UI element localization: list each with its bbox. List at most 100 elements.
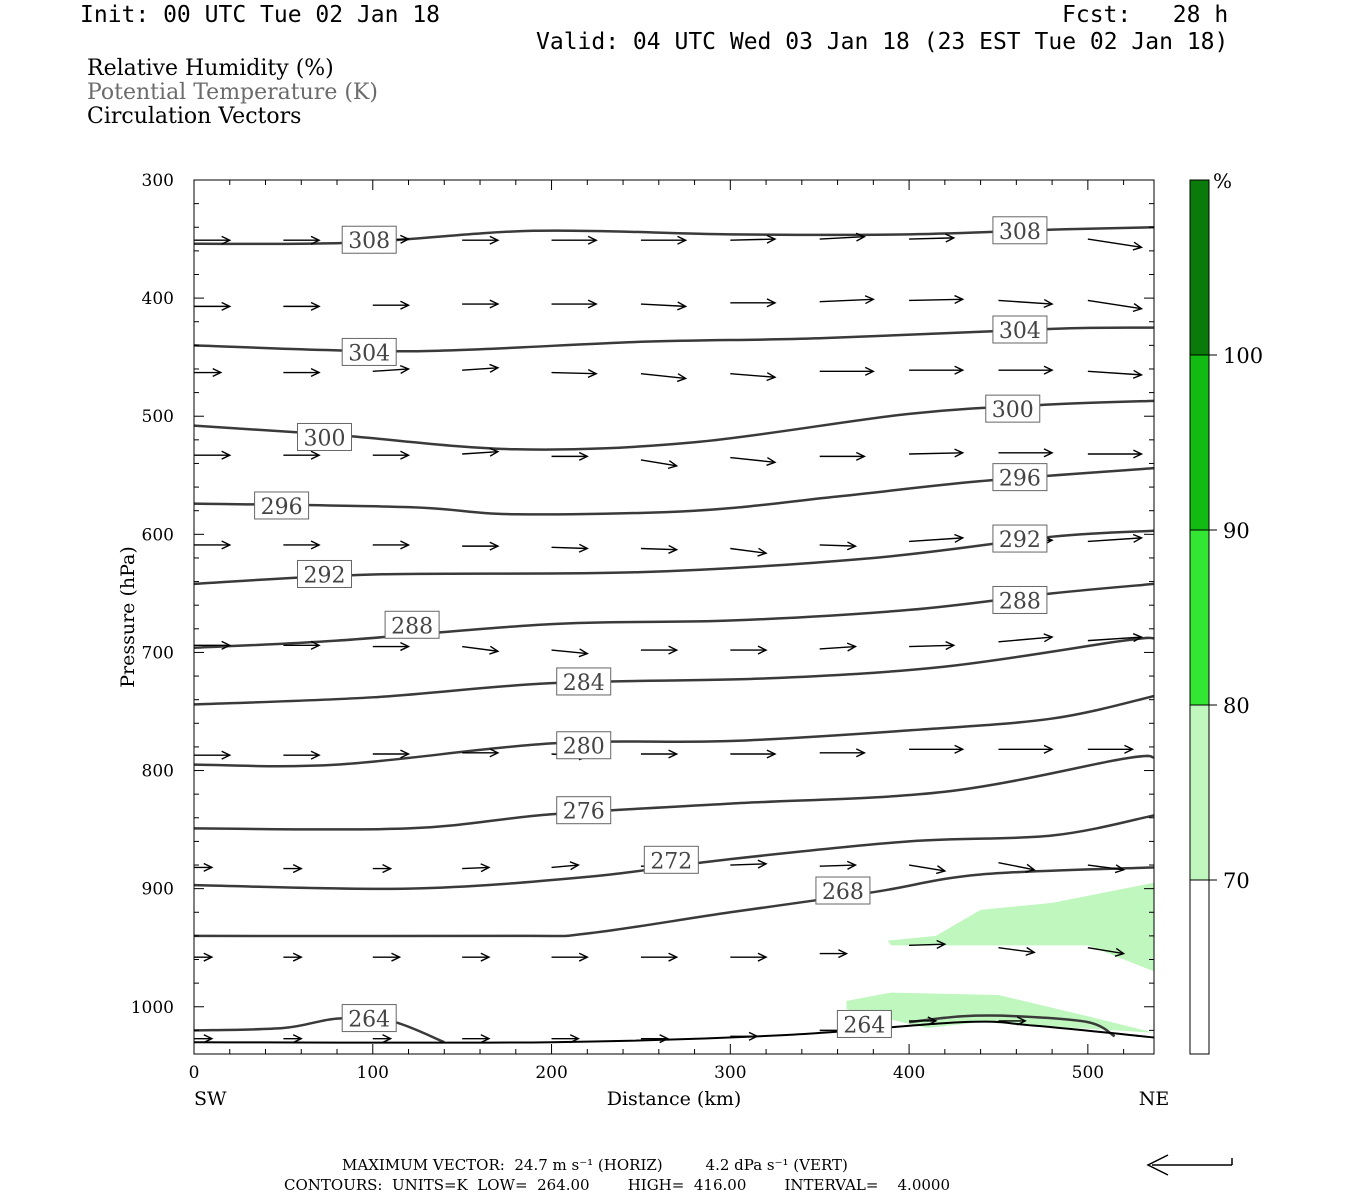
contour-label-box <box>556 667 612 696</box>
vector-shaft <box>1087 947 1124 955</box>
init-time: Init: 00 UTC Tue 02 Jan 18 <box>80 2 441 28</box>
circulation-vector <box>909 448 965 458</box>
vector-head <box>766 456 777 466</box>
contour-label: 284 <box>556 667 612 696</box>
circulation-vector <box>372 952 402 962</box>
vector-head <box>1043 633 1054 643</box>
vector-head <box>766 298 777 308</box>
y-tick-label: 700 <box>142 643 174 663</box>
vector-head <box>936 865 947 875</box>
circulation-vector <box>909 365 965 375</box>
vector-shaft <box>462 367 498 371</box>
circulation-vector <box>462 447 500 457</box>
circulation-vector <box>551 451 589 461</box>
vector-head <box>587 368 598 379</box>
contour-label: 292 <box>992 524 1048 553</box>
vector-shaft <box>819 645 856 650</box>
contour-label-box <box>992 216 1048 245</box>
circulation-vector <box>730 298 777 308</box>
circulation-vector <box>909 533 965 543</box>
vector-head <box>221 450 232 460</box>
vector-head <box>310 301 321 311</box>
circulation-vector <box>283 640 321 650</box>
vector-shaft <box>909 644 954 648</box>
vector-shaft <box>1087 636 1142 642</box>
contour-label-text: 300 <box>992 398 1034 423</box>
vector-head <box>954 294 965 305</box>
vector-head <box>954 744 965 754</box>
vector-head <box>1132 241 1144 251</box>
circulation-vector <box>1087 633 1144 643</box>
circulation-vector <box>998 365 1054 375</box>
vector-head <box>945 641 956 651</box>
contour-label-text: 280 <box>563 735 605 760</box>
contour-label-text: 308 <box>999 220 1041 245</box>
y-axis-label: Pressure (hPa) <box>117 546 139 688</box>
colorbar-unit: % <box>1213 169 1232 193</box>
contour-label: 264 <box>836 1009 892 1038</box>
contour-label: 296 <box>992 463 1048 492</box>
circulation-vector <box>551 235 598 245</box>
circulation-vector <box>730 645 768 655</box>
vector-shaft <box>1087 238 1142 249</box>
vector-shaft <box>462 450 498 455</box>
vector-head <box>221 540 232 550</box>
circulation-vector <box>462 299 500 309</box>
axis-layer: 300 400 500 600 700 800 900 1000 0 100 200 300 400 50… <box>131 171 1154 1083</box>
circulation-vector <box>998 744 1054 754</box>
x-tick-label: 300 <box>714 1063 746 1083</box>
legend-relative-humidity: Relative Humidity (%) <box>87 56 334 81</box>
vector-head <box>489 541 500 551</box>
vector-head <box>400 234 411 244</box>
rh-shading-layer <box>846 882 1154 1033</box>
vector-shaft <box>819 298 874 303</box>
colorbar-segment <box>1190 530 1209 705</box>
vector-head <box>400 749 411 759</box>
vector-head <box>668 645 679 655</box>
contour-info-note: CONTOURS: UNITS=K LOW= 264.00 HIGH= 416.… <box>284 1176 950 1194</box>
vector-head <box>757 645 768 655</box>
vector-head <box>578 648 589 658</box>
circulation-vector <box>730 234 777 244</box>
circulation-vector <box>372 641 411 652</box>
circulation-vector <box>819 949 849 959</box>
circulation-vector <box>462 863 491 873</box>
vector-head <box>391 952 402 962</box>
vector-head <box>846 860 858 870</box>
vector-head <box>578 952 589 962</box>
circulation-vector <box>998 298 1054 309</box>
x-tick-label: 500 <box>1072 1063 1104 1083</box>
circulation-vector <box>998 946 1036 956</box>
circulation-vector <box>998 861 1036 873</box>
vector-shaft <box>730 372 776 378</box>
circulation-vector <box>283 864 303 874</box>
contour-label-box <box>297 422 353 451</box>
vector-head <box>489 645 500 655</box>
circulation-vector <box>462 235 500 245</box>
circulation-vector <box>908 864 947 875</box>
vector-head <box>569 1034 580 1044</box>
circulation-vector <box>909 1016 938 1026</box>
legend-potential-temperature: Potential Temperature (K) <box>87 80 378 105</box>
vector-shaft <box>909 237 954 240</box>
contour-label-text: 268 <box>822 880 864 905</box>
vector-head <box>1132 533 1144 543</box>
contour-label: 280 <box>556 731 612 760</box>
vector-head <box>480 1034 491 1044</box>
circulation-vector <box>819 860 858 870</box>
vector-shaft <box>998 636 1053 643</box>
vector-head <box>1025 863 1036 873</box>
contour-label: 292 <box>297 559 353 588</box>
circulation-vector <box>372 1034 393 1044</box>
circulation-vector <box>372 749 411 759</box>
vector-head <box>489 748 500 758</box>
circulation-vector <box>194 367 223 378</box>
circulation-vector <box>640 301 688 311</box>
circulation-vector <box>730 456 777 466</box>
ne-label: NE <box>1139 1088 1170 1110</box>
vector-shaft <box>551 371 597 375</box>
vector-head <box>221 301 232 311</box>
contour-label-box <box>992 585 1048 614</box>
vector-head <box>400 300 411 310</box>
vector-head <box>310 235 321 245</box>
